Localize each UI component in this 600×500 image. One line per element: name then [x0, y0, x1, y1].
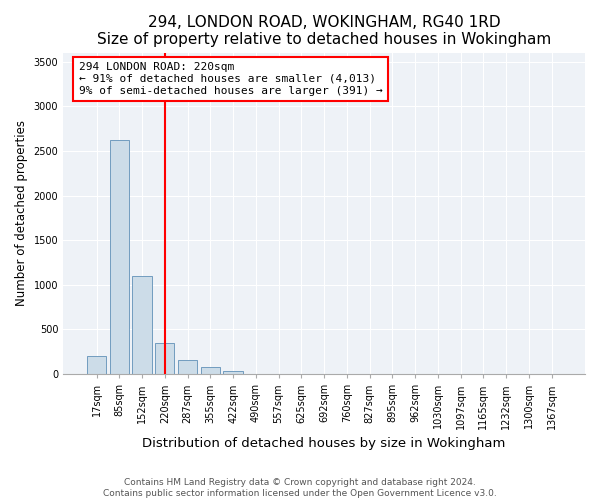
- Text: 294 LONDON ROAD: 220sqm
← 91% of detached houses are smaller (4,013)
9% of semi-: 294 LONDON ROAD: 220sqm ← 91% of detache…: [79, 62, 383, 96]
- Bar: [133, 276, 152, 374]
- Title: 294, LONDON ROAD, WOKINGHAM, RG40 1RD
Size of property relative to detached hous: 294, LONDON ROAD, WOKINGHAM, RG40 1RD Si…: [97, 15, 551, 48]
- Bar: [87, 356, 106, 374]
- X-axis label: Distribution of detached houses by size in Wokingham: Distribution of detached houses by size …: [142, 437, 506, 450]
- Y-axis label: Number of detached properties: Number of detached properties: [15, 120, 28, 306]
- Bar: [155, 343, 175, 374]
- Text: Contains HM Land Registry data © Crown copyright and database right 2024.
Contai: Contains HM Land Registry data © Crown c…: [103, 478, 497, 498]
- Bar: [110, 140, 129, 374]
- Bar: [178, 360, 197, 374]
- Bar: [223, 372, 243, 374]
- Bar: [200, 367, 220, 374]
